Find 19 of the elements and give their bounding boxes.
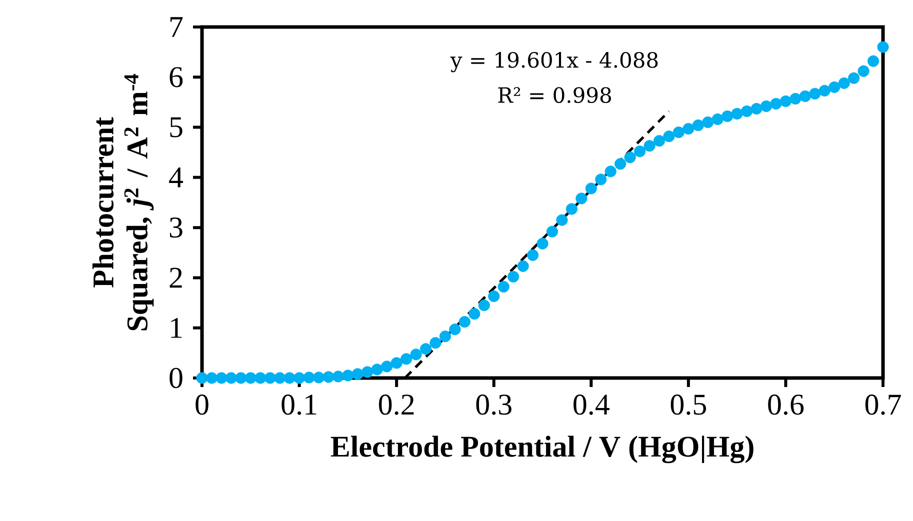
x-tick-label: 0.1 <box>282 394 316 415</box>
x-tick-label: 0.2 <box>378 394 414 415</box>
x-tick-label: 0.7 <box>865 394 901 415</box>
y-tick-label: 2 <box>170 268 182 288</box>
x-axis-title: Electrode Potential / V (HgO|Hg) <box>330 436 754 464</box>
y-tick-label: 7 <box>170 17 183 37</box>
x-tick-label: 0 <box>196 394 208 415</box>
y-tick-label: 3 <box>170 218 182 238</box>
y-tick-label: 4 <box>169 168 184 188</box>
annotation: R² = 0.998 <box>498 87 611 104</box>
x-tick-label: 0.4 <box>574 394 610 415</box>
y-tick-label: 5 <box>170 117 182 138</box>
x-tick-label: 0.3 <box>476 394 512 415</box>
x-tick-label: 0.5 <box>670 394 706 415</box>
y-tick-label: 6 <box>170 67 183 88</box>
y-tick-label: 0 <box>170 368 182 388</box>
x-tick-label: 0.6 <box>768 394 804 415</box>
y-tick-label: 1 <box>171 318 182 338</box>
annotation: y = 19.601x - 4.088 <box>450 52 658 72</box>
